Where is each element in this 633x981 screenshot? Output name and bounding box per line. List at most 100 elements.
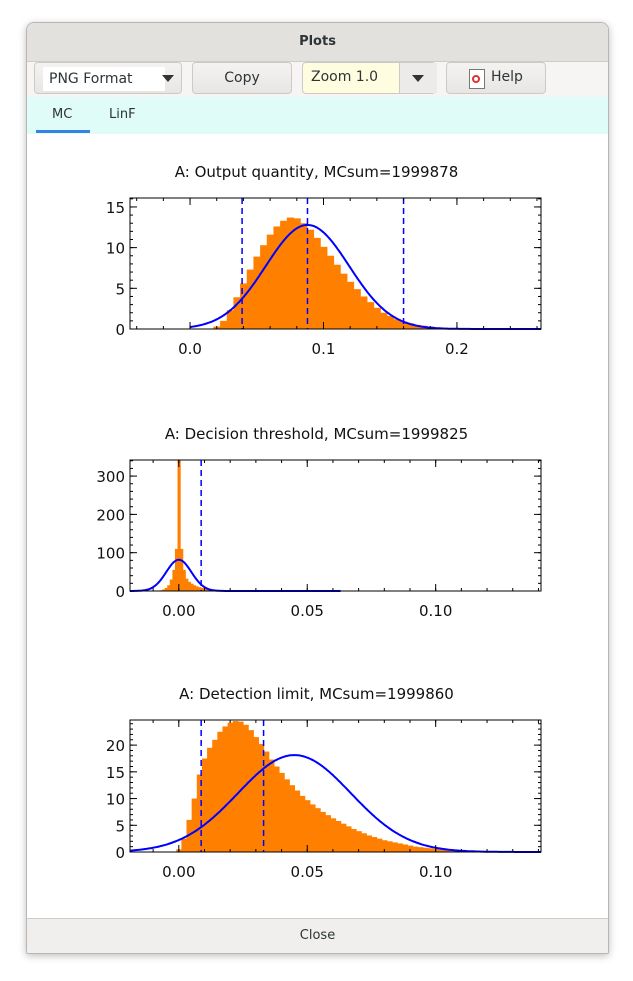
- histogram-bar: [273, 226, 281, 329]
- histogram-bar: [393, 319, 401, 329]
- histogram-bar: [314, 808, 321, 852]
- histogram-bar: [397, 843, 403, 852]
- histogram-bar: [340, 823, 347, 852]
- histogram-bar: [260, 245, 268, 329]
- histogram-bar: [412, 846, 419, 852]
- histogram-bar: [386, 841, 393, 852]
- histogram-bar: [417, 847, 424, 852]
- histogram-bar: [320, 811, 326, 852]
- zoom-dropdown-button[interactable]: [399, 63, 437, 93]
- histogram-bar: [200, 587, 204, 591]
- histogram-bar: [177, 460, 181, 591]
- histogram-bar: [181, 838, 188, 852]
- histogram-bar: [196, 774, 203, 852]
- histogram-bar: [438, 849, 444, 852]
- normal-curve: [129, 754, 541, 853]
- histogram-bar: [212, 739, 218, 852]
- y-tick-label: 10: [106, 791, 125, 809]
- histogram-bar: [361, 833, 367, 852]
- histogram-bar: [280, 220, 288, 329]
- y-tick-label: 5: [115, 280, 125, 298]
- histogram-bar: [345, 826, 352, 852]
- histogram-bar: [258, 744, 265, 852]
- histogram-bar: [299, 795, 306, 852]
- histogram-bar: [164, 587, 168, 591]
- histogram-bar: [407, 845, 414, 852]
- histogram-bar: [226, 310, 235, 329]
- copy-button[interactable]: Copy: [192, 62, 292, 94]
- histogram-bar: [306, 229, 315, 329]
- histogram-bar: [300, 223, 308, 329]
- histogram-bar: [293, 218, 301, 329]
- x-tick-label: 0.05: [291, 602, 324, 620]
- x-tick-label: 0.05: [291, 863, 324, 881]
- histogram-bar: [284, 779, 290, 852]
- histogram-bar: [162, 589, 166, 591]
- plot-frame: [129, 459, 542, 592]
- x-tick-label: 0.2: [445, 340, 469, 358]
- histogram-bar: [360, 296, 368, 329]
- help-label: Help: [491, 69, 523, 85]
- histogram-bar: [406, 323, 415, 329]
- plots-window: Plots PNG Format Copy Zoom 1.0 Help MC L…: [26, 22, 609, 954]
- y-tick-label: 100: [96, 545, 125, 563]
- chart-detection-limit: 0.00 0.05 0.10 0 5 10 15 20: [106, 719, 542, 881]
- histogram-bar: [187, 581, 191, 591]
- histogram-bar: [268, 759, 275, 852]
- x-tick-label: 0.10: [419, 863, 452, 881]
- x-tick-label: 0.00: [162, 602, 195, 620]
- histogram-bar: [205, 588, 209, 591]
- histogram-bar: [381, 840, 388, 852]
- histogram-bar: [350, 829, 357, 852]
- tab-linf[interactable]: LinF: [109, 107, 136, 122]
- histogram-bar: [253, 737, 260, 852]
- histogram-bar: [246, 269, 255, 329]
- histogram-bar: [237, 721, 244, 852]
- histogram-bar: [371, 837, 378, 852]
- histogram-bar: [340, 273, 348, 329]
- histogram-bar: [169, 579, 173, 591]
- histogram-bar: [330, 818, 337, 852]
- histogram-bar: [201, 758, 208, 852]
- x-tick-label: 0.00: [162, 863, 195, 881]
- help-button[interactable]: Help: [446, 62, 546, 94]
- y-tick-label: 15: [106, 764, 125, 782]
- histogram-bar: [373, 307, 381, 329]
- histogram-bar: [222, 726, 229, 852]
- histogram-bar: [402, 844, 409, 852]
- tab-mc[interactable]: MC: [52, 107, 73, 122]
- normal-curve: [130, 558, 341, 592]
- histogram-bar: [220, 320, 228, 329]
- histogram-bar: [346, 281, 355, 329]
- format-select-value: PNG Format: [43, 67, 165, 91]
- histogram-bar: [313, 237, 321, 329]
- x-tick-label: 0.10: [419, 602, 452, 620]
- chevron-down-icon: [412, 75, 424, 82]
- histogram-bar: [248, 730, 254, 852]
- histogram-bar: [227, 722, 234, 852]
- y-tick-label: 10: [106, 240, 125, 258]
- zoom-select[interactable]: Zoom 1.0: [302, 62, 437, 94]
- histogram-bar: [273, 766, 280, 852]
- histogram-bar: [198, 587, 202, 591]
- histogram-bar: [191, 798, 198, 852]
- chart-decision-threshold: 0.00 0.05 0.10 0 100 200 300: [96, 459, 542, 620]
- histogram-bar: [266, 234, 275, 329]
- close-button[interactable]: Close: [27, 918, 608, 953]
- y-tick-label: 0: [115, 844, 125, 862]
- histogram-bar: [325, 815, 331, 852]
- histogram-bar: [294, 790, 301, 852]
- histogram-bar: [366, 835, 373, 852]
- histogram-bar: [195, 586, 199, 591]
- histogram-bar: [392, 842, 398, 852]
- histogram-bar: [289, 785, 295, 852]
- histogram-bar: [326, 255, 335, 329]
- histogram-bar: [185, 578, 189, 591]
- y-tick-label: 20: [106, 737, 125, 755]
- plot-frame: [129, 719, 542, 853]
- y-tick-label: 0: [115, 583, 125, 601]
- histogram-bar: [263, 751, 270, 852]
- plot-title-decision-threshold: A: Decision threshold, MCsum=1999825: [164, 425, 469, 443]
- format-select[interactable]: PNG Format: [34, 62, 182, 94]
- chevron-down-icon: [162, 75, 174, 82]
